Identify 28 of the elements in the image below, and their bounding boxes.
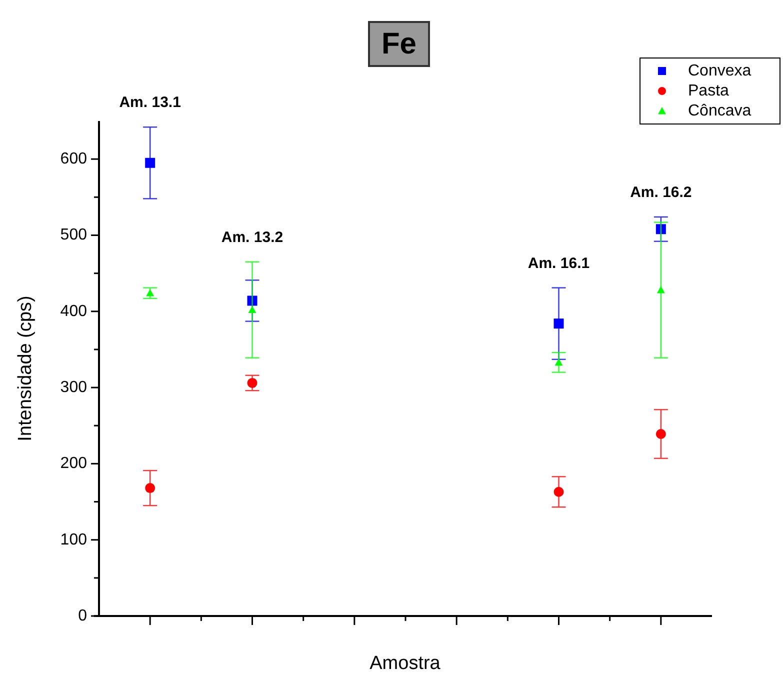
point xyxy=(656,224,666,234)
point xyxy=(248,306,256,314)
annotation: Am. 16.2 xyxy=(630,184,692,201)
legend-label: Côncava xyxy=(688,102,752,120)
point xyxy=(554,486,564,497)
y-tick-label: 300 xyxy=(60,379,88,396)
point xyxy=(247,378,258,388)
y-tick-label: 0 xyxy=(78,608,88,624)
annotation: Am. 13.2 xyxy=(221,228,284,246)
chart-title: Fe xyxy=(381,28,417,60)
text: Am. 13.1 xyxy=(119,94,181,112)
point xyxy=(145,483,156,494)
point xyxy=(554,318,564,329)
y-axis-title: Intensidade (cps) xyxy=(15,296,36,442)
y-tick-label: 400 xyxy=(60,302,88,320)
point xyxy=(146,289,154,296)
point xyxy=(656,428,666,439)
x-axis-title: Amostra xyxy=(370,653,441,674)
annotation: Am. 16.1 xyxy=(528,254,590,272)
legend-label: Pasta xyxy=(688,82,730,100)
point xyxy=(554,358,563,366)
y-tick-label: 600 xyxy=(60,150,88,168)
point xyxy=(656,286,665,294)
point xyxy=(145,158,156,168)
y-tick-label: 500 xyxy=(60,226,88,244)
legend-label: Convexa xyxy=(688,62,752,80)
y-tick-label: 200 xyxy=(60,455,88,472)
y-tick-label: 100 xyxy=(60,531,88,548)
